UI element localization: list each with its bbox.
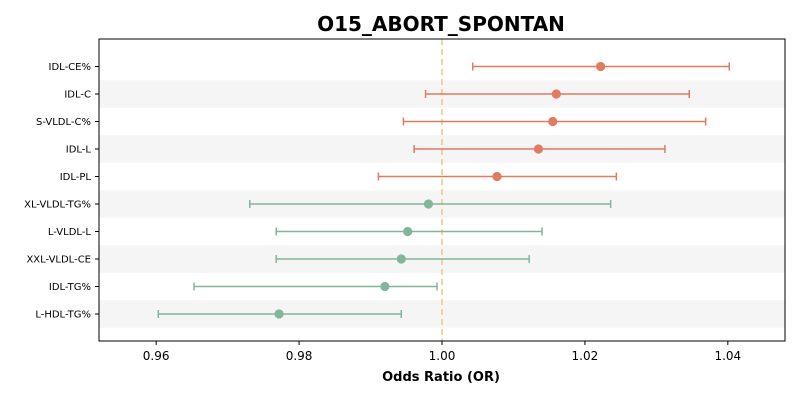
odds-ratio-point bbox=[274, 309, 284, 319]
y-tick-label: S-VLDL-C% bbox=[36, 117, 91, 128]
x-tick-label: 1.04 bbox=[714, 349, 741, 363]
y-tick-label: IDL-L bbox=[66, 145, 92, 156]
odds-ratio-point bbox=[551, 89, 561, 99]
estimate-row bbox=[424, 89, 690, 99]
estimate-row bbox=[193, 281, 438, 292]
y-tick-label: XL-VLDL-TG% bbox=[24, 200, 91, 211]
y-axis: IDL-CE% IDL-C S-VLDL-C% IDL-L IDL-PL XL-VLDL-… bbox=[24, 62, 99, 321]
estimate-row bbox=[471, 61, 731, 72]
odds-ratio-point bbox=[533, 144, 544, 154]
x-tick-label: 0.96 bbox=[143, 349, 170, 363]
estimate-row bbox=[157, 309, 403, 319]
y-tick-label: IDL-TG% bbox=[49, 282, 91, 293]
odds-ratio-point bbox=[396, 254, 406, 264]
odds-ratio-point bbox=[596, 61, 606, 72]
x-tick-label: 0.98 bbox=[286, 349, 313, 363]
odds-ratio-point bbox=[380, 281, 390, 292]
y-tick-label: IDL-CE% bbox=[49, 62, 91, 73]
y-tick-label: XXL-VLDL-CE bbox=[26, 255, 91, 266]
estimate-row bbox=[249, 199, 612, 209]
odds-ratio-point bbox=[548, 116, 558, 127]
x-tick-label: 1.02 bbox=[572, 349, 599, 363]
x-axis-label: Odds Ratio (OR) bbox=[382, 370, 500, 385]
estimate-row bbox=[413, 144, 666, 154]
y-tick-label: L-HDL-TG% bbox=[35, 310, 91, 321]
estimates bbox=[157, 61, 731, 319]
x-tick-label: 1.00 bbox=[429, 349, 456, 363]
y-tick-label: IDL-PL bbox=[60, 172, 92, 183]
estimate-row bbox=[275, 254, 530, 264]
odds-ratio-point bbox=[492, 171, 502, 182]
estimate-row bbox=[377, 171, 618, 182]
estimate-row bbox=[275, 226, 543, 237]
odds-ratio-point bbox=[403, 226, 413, 237]
estimate-row bbox=[402, 116, 707, 127]
odds-ratio-point bbox=[423, 199, 434, 209]
chart-title: O15_ABORT_SPONTAN bbox=[317, 12, 565, 36]
x-axis: 0.96 0.98 1.00 1.02 1.04 bbox=[143, 341, 741, 363]
y-tick-label: L-VLDL-L bbox=[48, 227, 92, 238]
y-tick-label: IDL-C bbox=[64, 90, 91, 101]
